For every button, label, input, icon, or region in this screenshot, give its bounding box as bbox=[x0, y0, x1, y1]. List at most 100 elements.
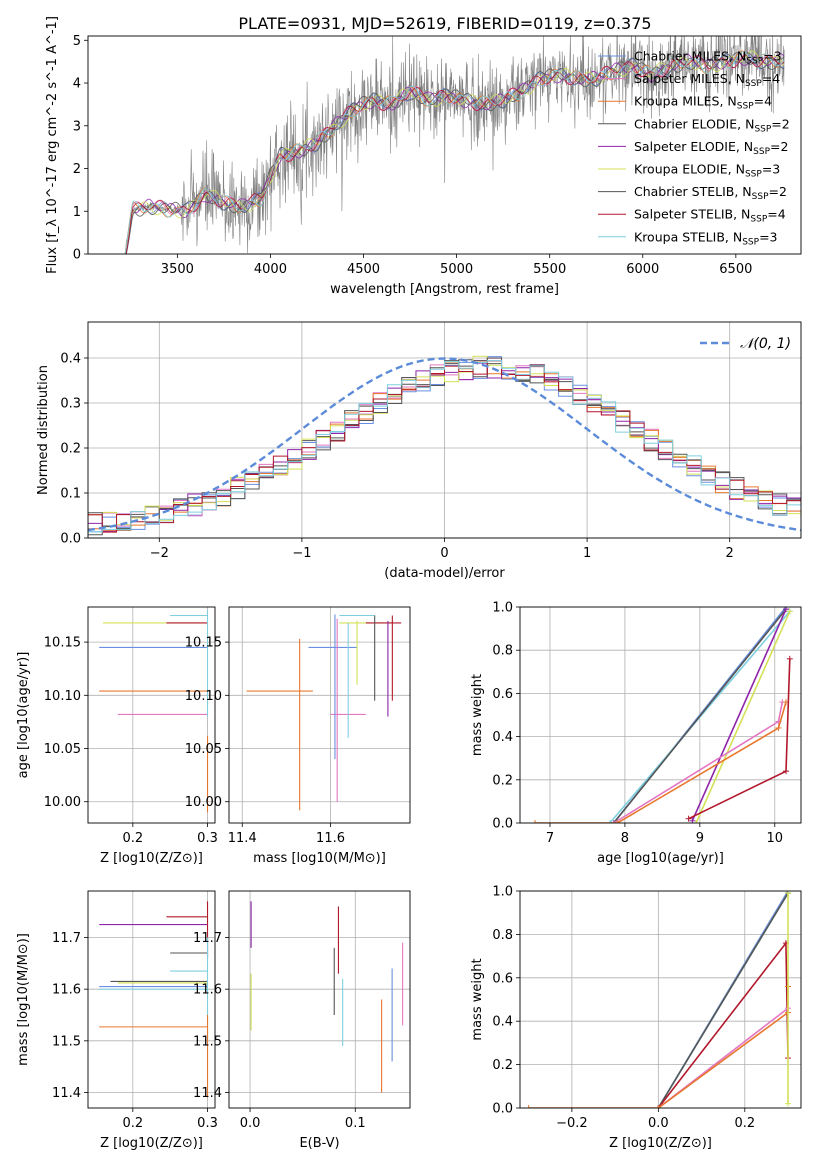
x-tick-label: 0.2 bbox=[122, 831, 143, 846]
x-tick-label: 6000 bbox=[626, 262, 659, 277]
y-tick-label: 10.15 bbox=[44, 636, 81, 651]
legend-entry-label: Kroupa ELODIE, NSSP=3 bbox=[634, 162, 780, 180]
y-tick-label: 0.0 bbox=[492, 817, 513, 832]
y-tick-label: 0.8 bbox=[492, 644, 513, 659]
y-tick-label: 0.6 bbox=[492, 971, 513, 986]
y-tick-label: 1 bbox=[73, 205, 81, 220]
histogram-step bbox=[88, 360, 801, 538]
x-axis-label: wavelength [Angstrom, rest frame] bbox=[330, 282, 559, 297]
y-tick-label: 11.6 bbox=[52, 983, 81, 998]
y-axis-label: mass weight bbox=[470, 674, 485, 756]
normal-legend-label: 𝒩(0, 1) bbox=[740, 336, 791, 352]
legend-entry-label: Salpeter MILES, NSSP=4 bbox=[634, 71, 780, 89]
mass-z-group bbox=[99, 901, 209, 1098]
legend-entry-label: Salpeter STELIB, NSSP=4 bbox=[634, 207, 786, 225]
x-tick-label: 2 bbox=[726, 546, 734, 561]
spectrum-model-line bbox=[124, 53, 785, 254]
weight-age-line bbox=[535, 701, 787, 823]
spectrum-model-line bbox=[124, 52, 785, 254]
y-tick-label: 11.5 bbox=[193, 1034, 222, 1049]
y-tick-label: 10.10 bbox=[185, 689, 222, 704]
y-tick-label: 10.05 bbox=[185, 742, 222, 757]
y-tick-label: 11.7 bbox=[193, 931, 222, 946]
axes-frame-mass-vs-Z bbox=[87, 890, 216, 1109]
y-tick-label: 11.5 bbox=[52, 1034, 81, 1049]
y-axis-label: Normed distribution bbox=[36, 365, 51, 495]
weight-z-line bbox=[657, 940, 789, 1108]
weight-age-group bbox=[531, 607, 793, 823]
y-tick-label: 11.4 bbox=[52, 1086, 81, 1101]
axes-frame-age-vs-mass bbox=[228, 606, 411, 824]
y-axis-label: age [log10(age/yr)] bbox=[16, 652, 31, 779]
y-axis-label: mass [log10(M/M⊙)] bbox=[16, 933, 31, 1066]
weight-z-line bbox=[657, 892, 789, 1108]
x-tick-label: −2 bbox=[150, 546, 169, 561]
y-tick-label: 0.2 bbox=[60, 442, 81, 457]
x-tick-label: 0.3 bbox=[197, 1116, 218, 1131]
x-tick-label: 11.6 bbox=[316, 831, 345, 846]
x-tick-label: 0.1 bbox=[345, 1116, 366, 1131]
axes-frame-mass-weight-vs-Z bbox=[519, 890, 802, 1109]
weight-age-line bbox=[695, 610, 791, 823]
x-tick-label: 5500 bbox=[533, 262, 566, 277]
x-tick-label: 4000 bbox=[254, 262, 287, 277]
y-tick-label: 0.4 bbox=[60, 352, 81, 367]
x-axis-label: mass [log10(M/M⊙)] bbox=[253, 851, 386, 866]
axes-frame-mass-vs-EBV bbox=[228, 890, 411, 1109]
x-axis-label: (data-model)/error bbox=[384, 566, 505, 581]
x-tick-label: −0.2 bbox=[556, 1116, 588, 1131]
x-axis-label: Z [log10(Z/Z⊙)] bbox=[100, 851, 203, 866]
x-tick-label: 11.4 bbox=[228, 831, 257, 846]
axes-frame-spectrum bbox=[87, 35, 802, 255]
weight-age-line bbox=[691, 608, 787, 822]
y-tick-label: 11.6 bbox=[193, 983, 222, 998]
x-axis-label: E(B-V) bbox=[299, 1136, 339, 1151]
legend-entry-label: Kroupa MILES, NSSP=4 bbox=[634, 94, 772, 112]
spectrum-model-line bbox=[124, 52, 785, 254]
axis-text-layer: 3500 4000 4500 5000 5500 6000 6500 0 1 2 3 4 5 wavele… bbox=[16, 16, 783, 1151]
y-tick-label: 0 bbox=[73, 248, 81, 263]
x-tick-label: 7 bbox=[546, 831, 554, 846]
x-tick-label: 5000 bbox=[440, 262, 473, 277]
x-tick-label: 4500 bbox=[347, 262, 380, 277]
x-tick-label: 10 bbox=[766, 831, 783, 846]
age-mass-group bbox=[246, 614, 402, 811]
legend-entry-label: Chabrier STELIB, NSSP=2 bbox=[634, 184, 787, 202]
y-tick-label: 3 bbox=[73, 119, 81, 134]
y-tick-label: 4 bbox=[73, 77, 81, 92]
y-tick-label: 10.15 bbox=[185, 636, 222, 651]
y-tick-label: 0.1 bbox=[60, 487, 81, 502]
spectrum-model-line bbox=[125, 54, 785, 254]
y-tick-label: 0.6 bbox=[492, 687, 513, 702]
age-z-group bbox=[99, 610, 209, 813]
x-tick-label: 0.3 bbox=[197, 831, 218, 846]
axes-frames bbox=[84, 35, 802, 1112]
data-layer bbox=[88, 36, 801, 1108]
legend-entry-label: Chabrier MILES, NSSP=3 bbox=[634, 49, 782, 67]
legend-entry-label: Salpeter ELODIE, NSSP=2 bbox=[634, 139, 788, 157]
weight-z-group bbox=[525, 891, 792, 1108]
axes-frame-age-vs-Z bbox=[87, 606, 216, 824]
y-tick-label: 10.00 bbox=[44, 795, 81, 810]
x-axis-label: age [log10(age/yr)] bbox=[597, 851, 724, 866]
y-tick-label: 2 bbox=[73, 162, 81, 177]
y-tick-label: 11.4 bbox=[193, 1086, 222, 1101]
y-tick-label: 1.0 bbox=[492, 885, 513, 900]
x-tick-label: 0.0 bbox=[648, 1116, 669, 1131]
y-tick-label: 0.0 bbox=[492, 1102, 513, 1117]
spectrum-legend: Chabrier MILES, NSSP=3 Salpeter MILES, NS… bbox=[598, 49, 790, 247]
weight-age-line bbox=[613, 608, 787, 823]
y-tick-label: 10.10 bbox=[44, 689, 81, 704]
spectrum-model-line bbox=[124, 51, 785, 254]
y-tick-label: 0.0 bbox=[60, 532, 81, 547]
y-tick-label: 10.00 bbox=[185, 795, 222, 810]
mass-ebv-group bbox=[250, 901, 404, 1093]
spectrum-model-line bbox=[124, 50, 785, 254]
y-tick-label: 11.7 bbox=[52, 931, 81, 946]
x-tick-label: 0.2 bbox=[734, 1116, 755, 1131]
y-tick-label: 10.05 bbox=[44, 742, 81, 757]
x-tick-label: 6500 bbox=[719, 262, 752, 277]
axes-frame-mass-weight-vs-age bbox=[519, 606, 802, 824]
x-axis-label: Z [log10(Z/Z⊙)] bbox=[609, 1136, 712, 1151]
